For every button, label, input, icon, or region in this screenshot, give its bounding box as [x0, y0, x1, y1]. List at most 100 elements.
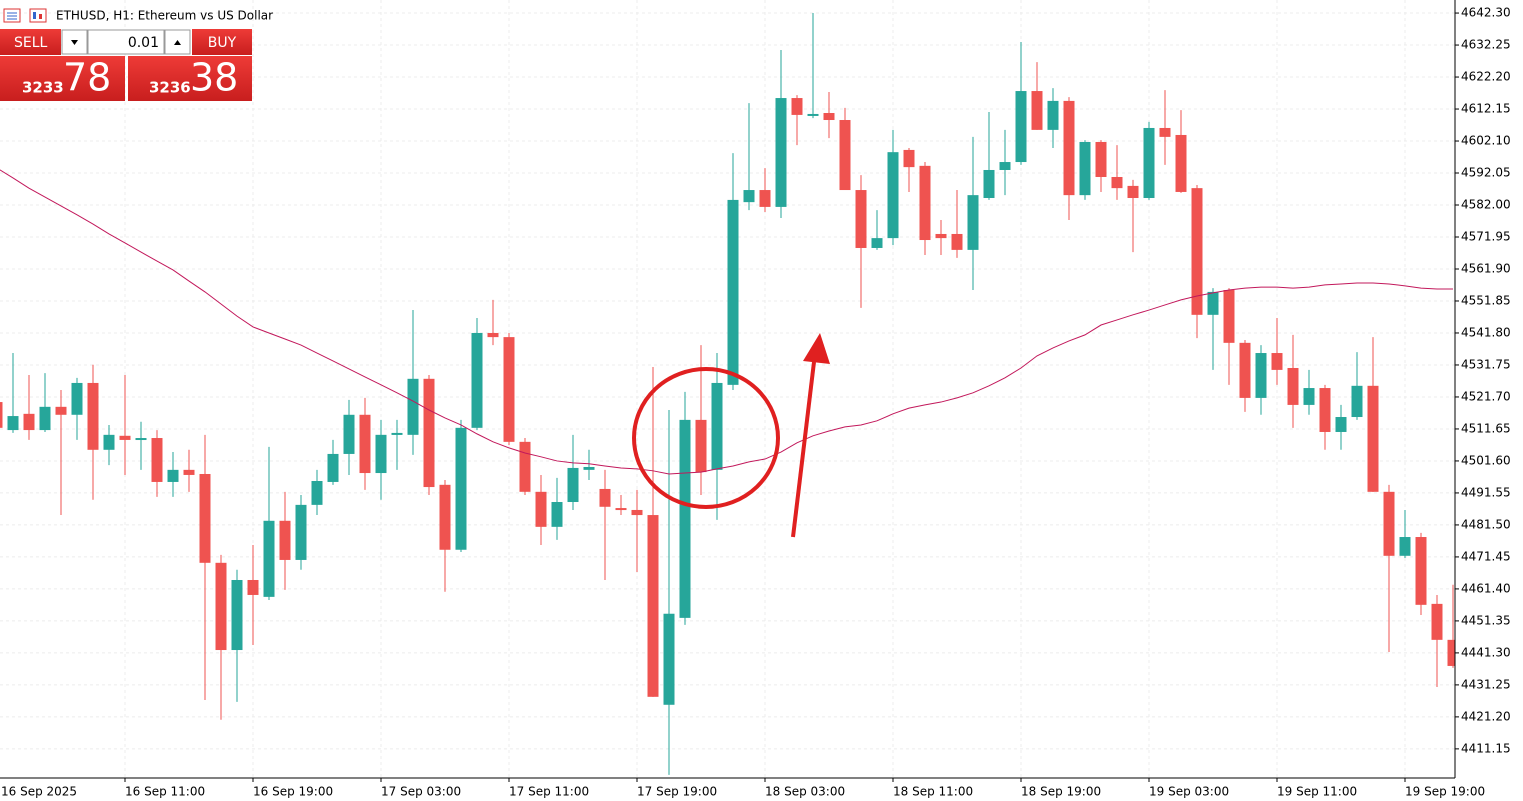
candle-body [455, 427, 467, 550]
candle-body [1111, 176, 1123, 189]
y-tick-label: 4481.50 [1461, 517, 1511, 531]
arrow-head [803, 333, 830, 364]
candle-body [1207, 291, 1219, 315]
buy-price-minor: 38 [190, 56, 238, 100]
candle-body [0, 402, 3, 428]
y-tick-label: 4612.15 [1461, 102, 1511, 116]
candle-body [711, 382, 723, 470]
buy-button[interactable] [192, 29, 252, 55]
candle-body [311, 480, 323, 505]
candle-body [343, 414, 355, 454]
x-tick-label: 19 Sep 03:00 [1149, 785, 1229, 799]
grid [0, 0, 1455, 778]
x-tick-label: 19 Sep 19:00 [1405, 785, 1485, 799]
candle-body [839, 120, 851, 191]
candle-body [1351, 385, 1363, 418]
candle-body [951, 233, 963, 250]
candle-body [999, 162, 1011, 170]
annotation-arrow [791, 361, 816, 538]
icon [29, 8, 47, 23]
candle-body [1063, 100, 1075, 196]
candle-body [679, 419, 691, 618]
candle-body [279, 520, 291, 560]
candle-body [583, 466, 595, 470]
candle-body [247, 579, 259, 595]
candle-body [775, 98, 787, 207]
candle-body [903, 149, 915, 168]
plot-area [0, 13, 1455, 775]
x-tick-label: 17 Sep 03:00 [381, 785, 461, 799]
candle-body [263, 520, 275, 597]
candle-body [151, 438, 163, 482]
y-tick-label: 4491.55 [1461, 485, 1511, 499]
candle-body [615, 508, 627, 511]
y-tick-label: 4602.10 [1461, 134, 1511, 148]
y-tick-label: 4501.60 [1461, 453, 1511, 467]
x-tick-label: 16 Sep 19:00 [253, 785, 333, 799]
sell-label: SELL [14, 35, 48, 51]
candle-body [567, 467, 579, 503]
candle-body [327, 453, 339, 482]
candle-body [1079, 141, 1091, 196]
candle-body [647, 515, 659, 697]
candle-body [1399, 537, 1411, 556]
candle-body [231, 579, 243, 651]
candle-body [1015, 91, 1027, 163]
candle-body [1335, 417, 1347, 432]
candle-body [7, 416, 19, 431]
candle-body [503, 337, 515, 442]
candle-body [471, 332, 483, 428]
y-tick-label: 4551.85 [1461, 293, 1511, 307]
candle-body [519, 441, 531, 492]
x-tick-label: 19 Sep 11:00 [1277, 785, 1357, 799]
symbol-icons [3, 8, 47, 23]
y-tick-label: 4642.30 [1461, 6, 1511, 20]
sell-price-box[interactable] [0, 56, 125, 101]
icon [33, 12, 36, 19]
candle-body [199, 473, 211, 563]
y-tick-label: 4521.70 [1461, 389, 1511, 403]
candle-body [1367, 385, 1379, 492]
moving-average [0, 169, 1453, 475]
buy-price-major: 3236 [149, 79, 191, 97]
candle-body [727, 199, 739, 385]
candle-body [1127, 185, 1139, 199]
y-tick-label: 4561.90 [1461, 261, 1511, 275]
buy-label: BUY [208, 35, 237, 51]
x-tick-label: 18 Sep 11:00 [893, 785, 973, 799]
y-tick-label: 4431.25 [1461, 677, 1511, 691]
candle-body [1191, 188, 1203, 315]
candle-body [23, 413, 35, 431]
candle-body [71, 382, 83, 415]
sell-button[interactable] [0, 29, 61, 55]
candle-body [167, 469, 179, 482]
candle-body [871, 238, 883, 248]
buy-price-box[interactable] [128, 56, 252, 101]
candle-body [1095, 141, 1107, 177]
volume-input[interactable] [87, 29, 165, 55]
x-tick-label: 18 Sep 19:00 [1021, 785, 1101, 799]
x-tick-label: 17 Sep 11:00 [509, 785, 589, 799]
y-tick-label: 4582.00 [1461, 198, 1511, 212]
candle-body [135, 438, 147, 441]
y-tick-label: 4541.80 [1461, 325, 1511, 339]
y-tick-label: 4411.15 [1461, 741, 1511, 755]
candle-body [407, 378, 419, 435]
y-tick-label: 4451.35 [1461, 613, 1511, 627]
candle-body [439, 484, 451, 550]
candle-body [87, 382, 99, 450]
candle-body [487, 332, 499, 338]
icon [39, 14, 42, 19]
candle-body [535, 491, 547, 527]
x-tick-label: 18 Sep 03:00 [765, 785, 845, 799]
candle-body [1159, 127, 1171, 137]
candle-body [1319, 388, 1331, 432]
candle-body [855, 190, 867, 248]
y-tick-label: 4511.65 [1461, 421, 1511, 435]
candle-body [1239, 342, 1251, 398]
candle-body [887, 152, 899, 239]
candle-body [119, 435, 131, 440]
candle-body [1047, 100, 1059, 130]
candle-body [1431, 603, 1443, 640]
